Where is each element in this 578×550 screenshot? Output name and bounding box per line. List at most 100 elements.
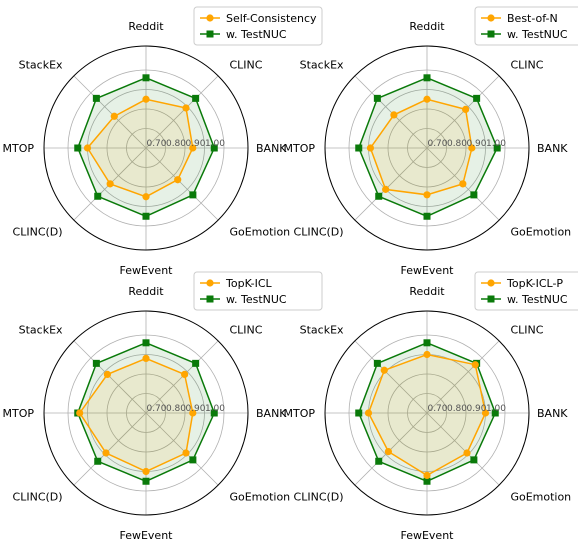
- legend-label: TopK-ICL-P: [506, 277, 563, 290]
- radial-tick-label: 0.70: [146, 139, 166, 149]
- data-point: [94, 192, 102, 200]
- radial-tick-label: 0.80: [166, 139, 186, 149]
- data-point: [470, 191, 478, 199]
- data-point: [83, 144, 92, 152]
- legend-marker: [206, 295, 214, 303]
- axis-label-clinc: CLINC: [510, 324, 543, 337]
- axis-label-mtop: MTOP: [283, 142, 315, 155]
- axis-label-bank: BANK: [256, 142, 287, 155]
- axis-label-bank: BANK: [256, 407, 287, 420]
- radial-tick-label: 0.80: [166, 404, 186, 414]
- legend-label: w. TestNUC: [226, 293, 287, 306]
- data-point: [182, 449, 190, 457]
- data-point: [174, 176, 182, 184]
- axis-label-stackex: StackEx: [19, 324, 63, 337]
- data-point: [189, 456, 197, 464]
- axis-label-clinc-d-: CLINC(D): [13, 490, 63, 503]
- data-point: [462, 105, 470, 113]
- axis-label-stackex: StackEx: [300, 324, 344, 337]
- data-point: [468, 144, 476, 152]
- data-point: [102, 449, 110, 457]
- legend-label: w. TestNUC: [226, 28, 287, 41]
- data-point: [366, 144, 375, 152]
- data-point: [142, 212, 150, 220]
- axis-label-clinc-d-: CLINC(D): [294, 490, 344, 503]
- data-point: [459, 180, 467, 188]
- axis-label-bank: BANK: [537, 142, 568, 155]
- radial-tick-label: 0.80: [447, 139, 467, 149]
- data-point: [76, 409, 84, 417]
- data-point: [373, 94, 381, 102]
- axis-label-goemotion: GoEmotion: [229, 490, 290, 503]
- data-point: [106, 180, 114, 188]
- axis-label-fewevent: FewEvent: [119, 264, 173, 277]
- axis-label-fewevent: FewEvent: [119, 529, 173, 542]
- axis-label-mtop: MTOP: [283, 407, 315, 420]
- data-point: [423, 471, 431, 479]
- grid-spoke: [354, 147, 428, 221]
- data-point: [110, 112, 118, 120]
- legend-label: w. TestNUC: [507, 293, 568, 306]
- axis-label-reddit: Reddit: [409, 20, 445, 33]
- radar-panel-0: 0.70 0.80 0.90 1.00 BANK CLINC Reddit StackEx MT…: [2, 6, 323, 277]
- legend-marker: [206, 279, 214, 287]
- series-fill-0: [368, 354, 486, 476]
- data-point: [471, 361, 479, 369]
- radial-tick-label: 1.00: [205, 404, 225, 414]
- data-point: [373, 359, 381, 367]
- data-point: [181, 370, 189, 378]
- axis-label-reddit: Reddit: [128, 285, 164, 298]
- data-point: [382, 185, 390, 193]
- data-point: [470, 456, 478, 464]
- data-point: [423, 350, 431, 359]
- data-point: [423, 339, 431, 347]
- data-point: [463, 449, 471, 457]
- axis-label-stackex: StackEx: [300, 59, 344, 72]
- data-point: [94, 457, 102, 465]
- data-point: [210, 144, 218, 152]
- radial-tick-label: 0.90: [185, 404, 205, 414]
- data-point: [473, 94, 481, 102]
- radial-tick-label: 1.00: [486, 404, 506, 414]
- legend-marker: [487, 30, 495, 38]
- radial-tick-label: 0.70: [427, 139, 447, 149]
- data-point: [380, 366, 388, 374]
- legend-label: w. TestNUC: [507, 28, 568, 41]
- radial-tick-label: 0.90: [466, 404, 486, 414]
- grid-spoke: [426, 412, 500, 486]
- axis-label-fewevent: FewEvent: [400, 529, 454, 542]
- grid-spoke: [354, 340, 428, 414]
- grid-spoke: [145, 412, 219, 486]
- data-point: [491, 409, 499, 417]
- grid-spoke: [354, 75, 428, 149]
- data-point: [481, 409, 490, 417]
- axis-label-clinc: CLINC: [510, 59, 543, 72]
- data-point: [182, 104, 190, 112]
- data-point: [189, 191, 197, 199]
- data-point: [142, 74, 150, 82]
- data-point: [189, 409, 197, 417]
- data-point: [493, 144, 501, 152]
- polar-frame: [43, 310, 249, 516]
- polar-frame: [324, 45, 530, 251]
- series-fill-0: [79, 358, 193, 472]
- axis-label-bank: BANK: [537, 407, 568, 420]
- legend-marker: [206, 14, 214, 22]
- data-point: [375, 457, 383, 465]
- data-point: [423, 74, 431, 82]
- radial-tick-label: 1.00: [205, 139, 225, 149]
- grid-spoke: [426, 75, 500, 149]
- axis-label-clinc: CLINC: [229, 324, 262, 337]
- axis-label-goemotion: GoEmotion: [510, 490, 571, 503]
- data-point: [423, 477, 431, 485]
- data-point: [74, 144, 82, 152]
- legend-marker: [487, 14, 495, 22]
- legend-box: [474, 6, 578, 46]
- polar-frame: [324, 310, 530, 516]
- data-point: [142, 95, 150, 103]
- legend-box: [193, 6, 323, 46]
- axis-label-reddit: Reddit: [409, 285, 445, 298]
- legend-marker: [487, 295, 495, 303]
- series-fill-1: [77, 342, 215, 482]
